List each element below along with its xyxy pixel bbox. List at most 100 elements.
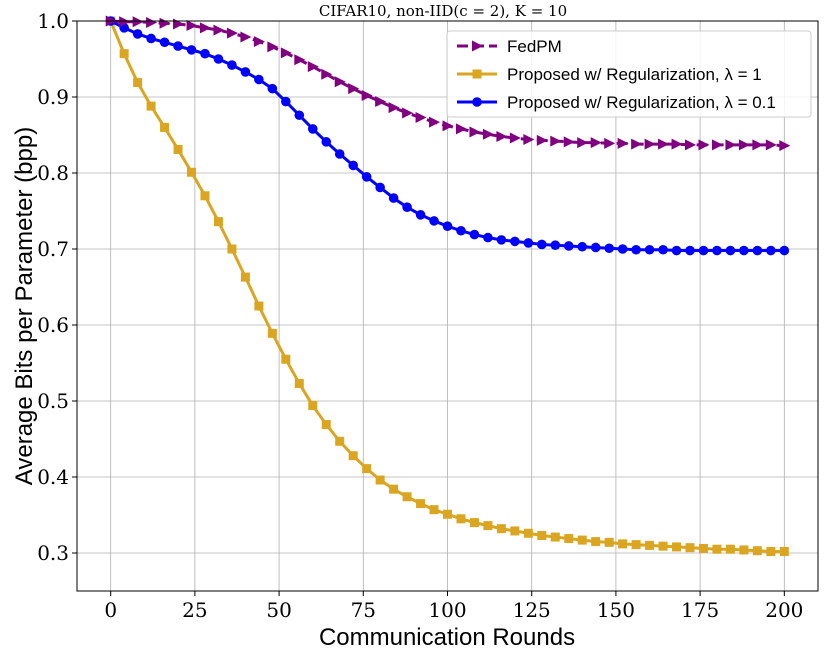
data-point [281, 96, 291, 107]
data-point [672, 542, 682, 552]
data-point [132, 29, 143, 39]
x-tick-label: 200 [765, 598, 803, 622]
data-point [132, 16, 144, 28]
legend-swatch-marker [472, 69, 482, 79]
data-point [173, 18, 185, 30]
data-point [173, 41, 183, 51]
y-tick-label: 0.9 [37, 85, 69, 109]
legend-label: FedPM [507, 37, 562, 56]
data-point [752, 245, 763, 256]
data-point [523, 528, 533, 538]
x-tick-label: 175 [681, 598, 719, 622]
data-point [361, 172, 372, 182]
data-point [617, 244, 628, 254]
x-tick-label: 125 [513, 598, 551, 622]
data-point [442, 120, 454, 132]
data-point [550, 135, 562, 147]
data-point [173, 144, 183, 154]
data-point [402, 492, 412, 502]
data-point [227, 244, 237, 254]
data-point [469, 518, 479, 528]
data-point [254, 301, 264, 311]
data-point [280, 47, 292, 59]
data-point [631, 244, 641, 255]
data-point [523, 134, 535, 146]
data-point [415, 210, 426, 220]
data-point [334, 76, 346, 88]
data-point [711, 139, 723, 151]
data-point [133, 78, 143, 88]
data-point [685, 139, 697, 151]
x-tick-label: 100 [428, 598, 466, 622]
data-point [752, 546, 762, 556]
data-point [658, 138, 670, 150]
data-point [496, 524, 506, 534]
data-point [563, 241, 574, 251]
data-point [200, 191, 210, 201]
data-point [213, 24, 225, 36]
data-point [361, 89, 373, 101]
data-point [348, 451, 358, 461]
data-point [563, 136, 575, 148]
data-point [469, 229, 480, 240]
chart-title: CIFAR10, non-IID(c = 2), K = 10 [319, 2, 567, 20]
data-point [442, 221, 453, 231]
data-point [698, 543, 708, 553]
data-point [294, 54, 306, 66]
data-point [388, 193, 399, 203]
data-point [577, 137, 589, 149]
data-point [429, 116, 441, 128]
data-point [159, 17, 171, 29]
data-point [618, 539, 628, 549]
data-point [362, 464, 372, 474]
data-point [631, 138, 643, 150]
data-point [590, 137, 602, 149]
y-tick-label: 0.8 [37, 161, 69, 185]
data-point [199, 22, 211, 34]
data-point [240, 67, 251, 77]
data-point [644, 138, 656, 150]
data-point [631, 540, 641, 550]
data-point [388, 102, 400, 114]
data-point [146, 17, 158, 29]
y-tick-label: 1.0 [37, 9, 69, 33]
data-point [186, 45, 197, 55]
legend: FedPM Proposed w/ Regularization, λ = 1 Pr… [446, 30, 812, 118]
data-point [187, 167, 197, 177]
data-point [267, 41, 279, 53]
data-point [658, 244, 668, 255]
data-point [375, 475, 385, 485]
data-point [227, 60, 237, 70]
data-point [307, 124, 318, 134]
data-point [671, 138, 683, 150]
x-tick-label: 50 [266, 598, 291, 622]
data-point [738, 139, 750, 151]
x-tick-label: 25 [182, 598, 207, 622]
y-tick-label: 0.5 [37, 389, 69, 413]
data-point [321, 137, 332, 147]
data-point [590, 242, 601, 253]
data-point [267, 83, 278, 94]
data-point [712, 245, 722, 256]
data-point [375, 182, 385, 193]
data-point [739, 545, 749, 555]
data-point [766, 245, 776, 256]
data-point [564, 534, 574, 544]
data-point [482, 128, 494, 140]
data-point [496, 235, 507, 245]
data-point [321, 420, 331, 430]
data-point [348, 83, 360, 95]
data-point [348, 160, 358, 171]
data-point [240, 31, 252, 43]
series-layer [105, 15, 791, 556]
data-point [253, 36, 265, 48]
data-point [779, 140, 791, 152]
data-point [698, 245, 709, 256]
y-tick-label: 0.6 [37, 313, 69, 337]
data-point [415, 112, 427, 124]
data-point [577, 241, 588, 252]
data-point [496, 131, 508, 143]
x-axis-label: Communication Rounds [319, 624, 575, 651]
data-point [308, 401, 318, 411]
data-point [725, 139, 737, 151]
